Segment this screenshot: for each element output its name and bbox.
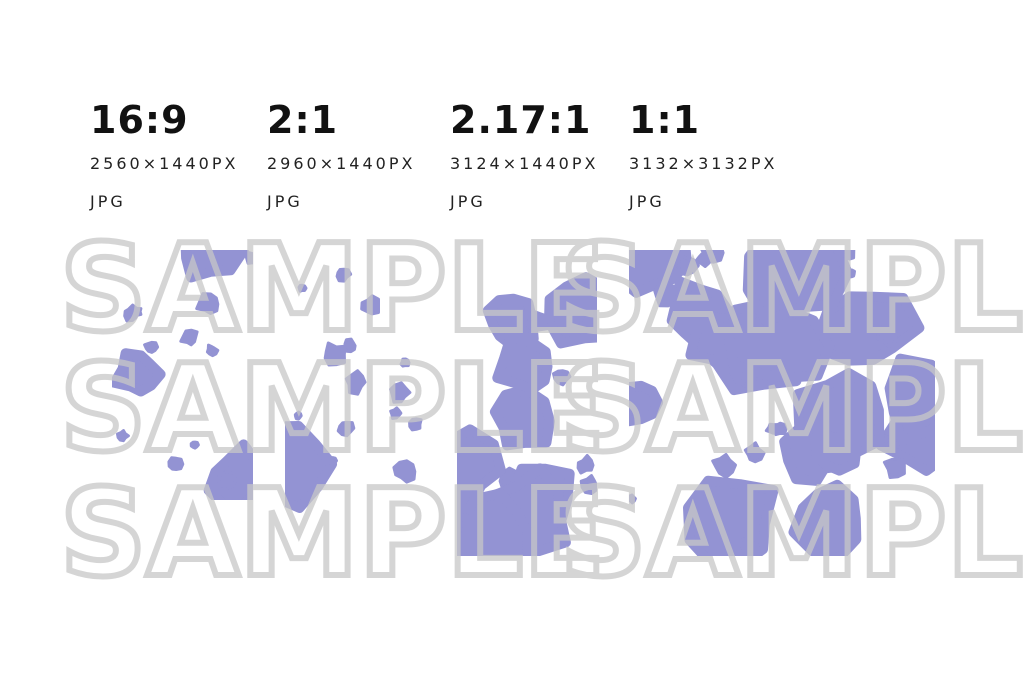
- pattern-spot: [578, 308, 597, 327]
- pattern-spot: [492, 331, 553, 395]
- pattern-spot: [179, 328, 199, 347]
- pattern-spot: [217, 470, 238, 492]
- pattern-spot: [736, 535, 760, 556]
- pattern-spot: [297, 283, 308, 293]
- pattern-spot: [771, 421, 788, 437]
- variant-1-1: 1:1 3132×3132PX JPG: [629, 98, 777, 211]
- pattern-spot: [882, 457, 906, 479]
- ratio-label: 2.17:1: [450, 98, 592, 142]
- pattern-spot: [544, 272, 597, 349]
- pattern-spot: [789, 526, 800, 537]
- pattern-spot: [343, 337, 357, 354]
- pattern-spot: [579, 474, 597, 495]
- variant-2-1: 2:1 2960×1440PX JPG: [267, 98, 415, 211]
- pattern-spot: [629, 250, 692, 298]
- pattern-spot: [116, 429, 130, 443]
- pattern-spot: [389, 406, 403, 420]
- pattern-spot: [457, 424, 506, 514]
- pattern-spot: [112, 348, 166, 397]
- pattern-spot: [653, 282, 678, 308]
- pattern-spot: [399, 357, 411, 368]
- format-label: JPG: [450, 192, 486, 211]
- variant-16-9: 16:9 2560×1440PX JPG: [90, 98, 238, 211]
- pattern-spot: [189, 440, 200, 450]
- pattern-spot: [489, 384, 555, 451]
- pattern-spot: [629, 380, 664, 427]
- size-label: 2560×1440PX: [90, 154, 239, 173]
- pattern-spot: [788, 479, 862, 556]
- pattern-spot: [293, 410, 303, 421]
- size-label: 3132×3132PX: [629, 154, 778, 173]
- format-label: JPG: [629, 192, 665, 211]
- pattern-spot: [884, 353, 935, 447]
- pattern-spot: [143, 340, 160, 354]
- pattern-spot: [408, 417, 423, 432]
- pattern-spot: [195, 292, 220, 315]
- pattern-spot: [742, 250, 853, 327]
- preview-16-9: [112, 250, 253, 500]
- pattern-spot: [123, 303, 140, 323]
- pattern-spot: [739, 379, 751, 388]
- pattern-spot: [360, 294, 380, 316]
- pattern-spot: [525, 309, 551, 333]
- size-label: 3124×1440PX: [450, 154, 599, 173]
- ratio-label: 2:1: [267, 98, 339, 142]
- pattern-spot: [336, 420, 356, 438]
- pattern-spot: [743, 441, 766, 464]
- pattern-spot: [285, 421, 337, 513]
- pattern-spot: [683, 475, 779, 556]
- pattern-spot: [839, 250, 856, 261]
- pattern-spot: [167, 456, 185, 471]
- pattern-spot: [344, 369, 367, 396]
- pattern-spot: [700, 250, 725, 264]
- format-label: JPG: [90, 192, 126, 211]
- pattern-spot: [389, 381, 412, 404]
- variant-2-17-1: 2.17:1 3124×1440PX JPG: [450, 98, 598, 211]
- pattern-spot: [552, 369, 572, 387]
- pattern-spot: [244, 251, 253, 265]
- pattern-spot: [711, 453, 737, 479]
- ratio-label: 16:9: [90, 98, 189, 142]
- preview-2-1: [285, 250, 425, 540]
- size-label: 2960×1440PX: [267, 154, 416, 173]
- pattern-spot: [335, 267, 353, 283]
- pattern-spot: [810, 419, 862, 476]
- pattern-spot: [875, 324, 898, 349]
- pattern-spot: [326, 456, 338, 466]
- ratio-label: 1:1: [629, 98, 701, 142]
- preview-1-1: [629, 250, 935, 556]
- pattern-spot: [205, 343, 220, 358]
- pattern-spot: [721, 304, 835, 383]
- pattern-spot: [180, 250, 249, 283]
- pattern-spot: [323, 341, 347, 367]
- pattern-spot: [629, 493, 637, 505]
- pattern-spot: [677, 253, 700, 277]
- format-label: JPG: [267, 192, 303, 211]
- pattern-spot: [392, 459, 417, 484]
- preview-2-17-1: [457, 250, 597, 556]
- pattern-spot: [576, 454, 595, 475]
